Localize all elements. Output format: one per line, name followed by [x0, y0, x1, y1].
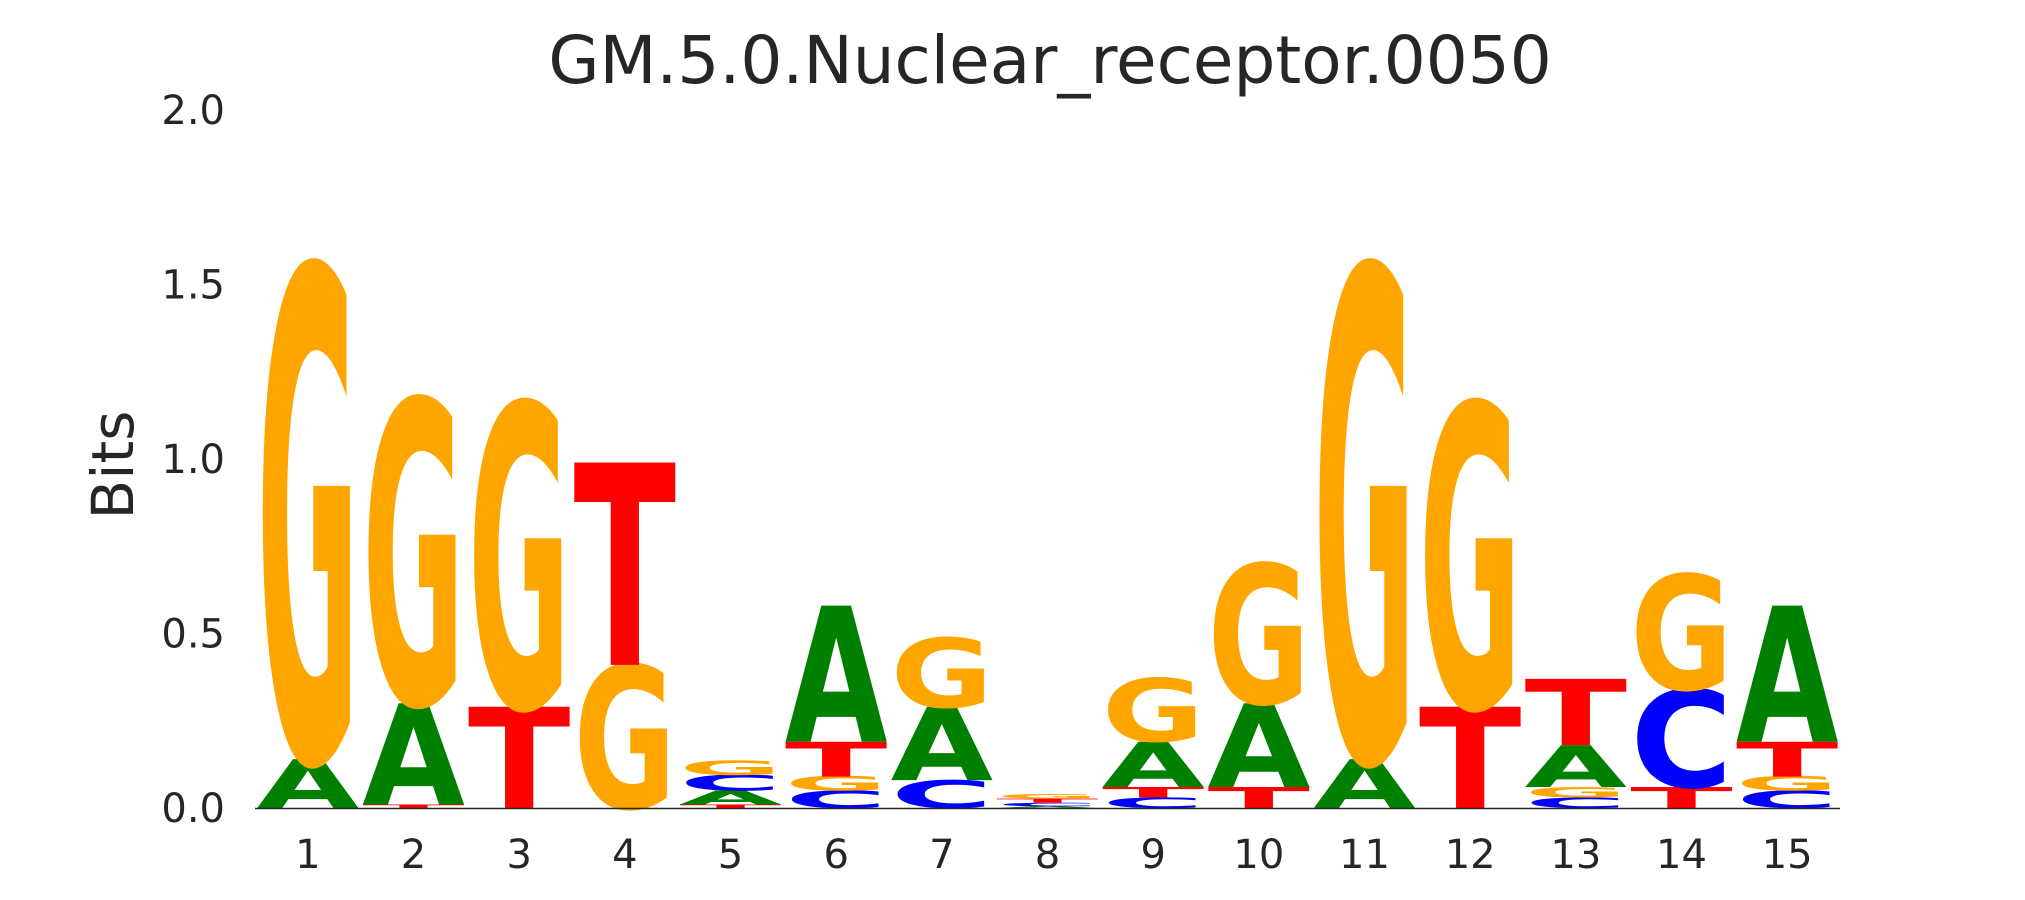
logo-letter-g: G — [1630, 543, 1732, 727]
logo-letter-g: G — [1736, 773, 1838, 795]
logo-letter-a: A — [1313, 746, 1415, 824]
x-tick-label: 7 — [929, 832, 954, 878]
logo-letter-c: C — [891, 773, 993, 818]
logo-letter-g: G — [468, 321, 570, 806]
logo-letter-c: C — [679, 770, 781, 795]
x-tick-label: 12 — [1445, 832, 1496, 878]
logo-letter-c: C — [1525, 795, 1627, 812]
logo-letter-a: A — [785, 570, 887, 787]
logo-letter-a: A — [1208, 681, 1311, 814]
logo-letter-g: G — [679, 757, 781, 779]
logo-letter-t: T — [1419, 680, 1521, 841]
logo-letter-c: C — [1102, 795, 1204, 812]
x-tick-label: 5 — [718, 832, 743, 878]
logo-letter-g: G — [574, 625, 676, 854]
y-tick-label: 0.5 — [161, 612, 225, 658]
logo-letter-g: G — [891, 619, 993, 730]
chart-title: GM.5.0.Nuclear_receptor.0050 — [548, 22, 1551, 99]
logo-letter-g: G — [785, 773, 887, 795]
logo-letter-t: T — [574, 407, 676, 730]
x-tick-label: 13 — [1550, 832, 1601, 878]
logo-letter-a: A — [679, 787, 782, 809]
x-tick-label: 9 — [1140, 832, 1165, 878]
logo-letter-t: T — [468, 680, 570, 841]
logo-letter-t: T — [785, 733, 887, 788]
logo-letter-t: T — [1630, 781, 1733, 814]
y-tick-label: 1.5 — [161, 263, 225, 309]
logo-letter-c: C — [1630, 664, 1732, 820]
logo-letter-a: A — [362, 676, 464, 838]
logo-letter-t: T — [362, 804, 464, 810]
x-tick-label: 2 — [401, 832, 426, 878]
y-axis-ticks: 0.0 0.5 1.0 1.5 2.0 — [161, 88, 225, 832]
x-tick-label: 10 — [1233, 832, 1284, 878]
logo-letter-g: G — [1419, 321, 1521, 806]
logo-letter-t: T — [1208, 781, 1311, 814]
y-tick-label: 1.0 — [161, 437, 225, 483]
logo-letter-g: G — [1102, 662, 1204, 762]
x-tick-label: 15 — [1762, 832, 1813, 878]
logo-letter-t: T — [1102, 784, 1205, 801]
logo-letter-a: A — [1736, 570, 1838, 787]
x-tick-label: 1 — [295, 832, 320, 878]
x-tick-label: 6 — [823, 832, 848, 878]
logo-letter-a: A — [1525, 734, 1627, 801]
logo-letter-t: T — [996, 797, 1098, 804]
logo-letter-g: G — [1313, 133, 1415, 900]
x-tick-label: 8 — [1035, 832, 1060, 878]
logo-letter-a: A — [257, 746, 359, 824]
y-tick-label: 0.0 — [161, 786, 225, 832]
y-axis-label: Bits — [79, 411, 147, 520]
x-tick-label: 3 — [506, 832, 531, 878]
logo-letter-a: A — [1102, 730, 1204, 802]
logo-letter-t: T — [1525, 662, 1628, 767]
logo-letter-g: G — [996, 793, 1098, 800]
logo-letter-a: A — [891, 687, 994, 804]
logo-letter-t: T — [679, 804, 781, 810]
x-tick-label: 14 — [1656, 832, 1707, 878]
x-tick-label: 4 — [612, 832, 637, 878]
logo-letter-g: G — [1208, 527, 1310, 750]
x-axis-ticks: 1 2 3 4 5 6 7 8 9 10 11 12 13 14 15 — [295, 832, 1813, 878]
logo-letter-g: G — [257, 133, 359, 900]
logo-letter-a: A — [996, 806, 1099, 809]
logo-letter-c: C — [996, 802, 1098, 808]
y-tick-label: 2.0 — [161, 88, 225, 134]
x-tick-label: 11 — [1339, 832, 1390, 878]
logo-letter-t: T — [1736, 733, 1838, 788]
logo-letter-g: G — [362, 317, 464, 802]
logo-letter-g: G — [1525, 784, 1627, 801]
